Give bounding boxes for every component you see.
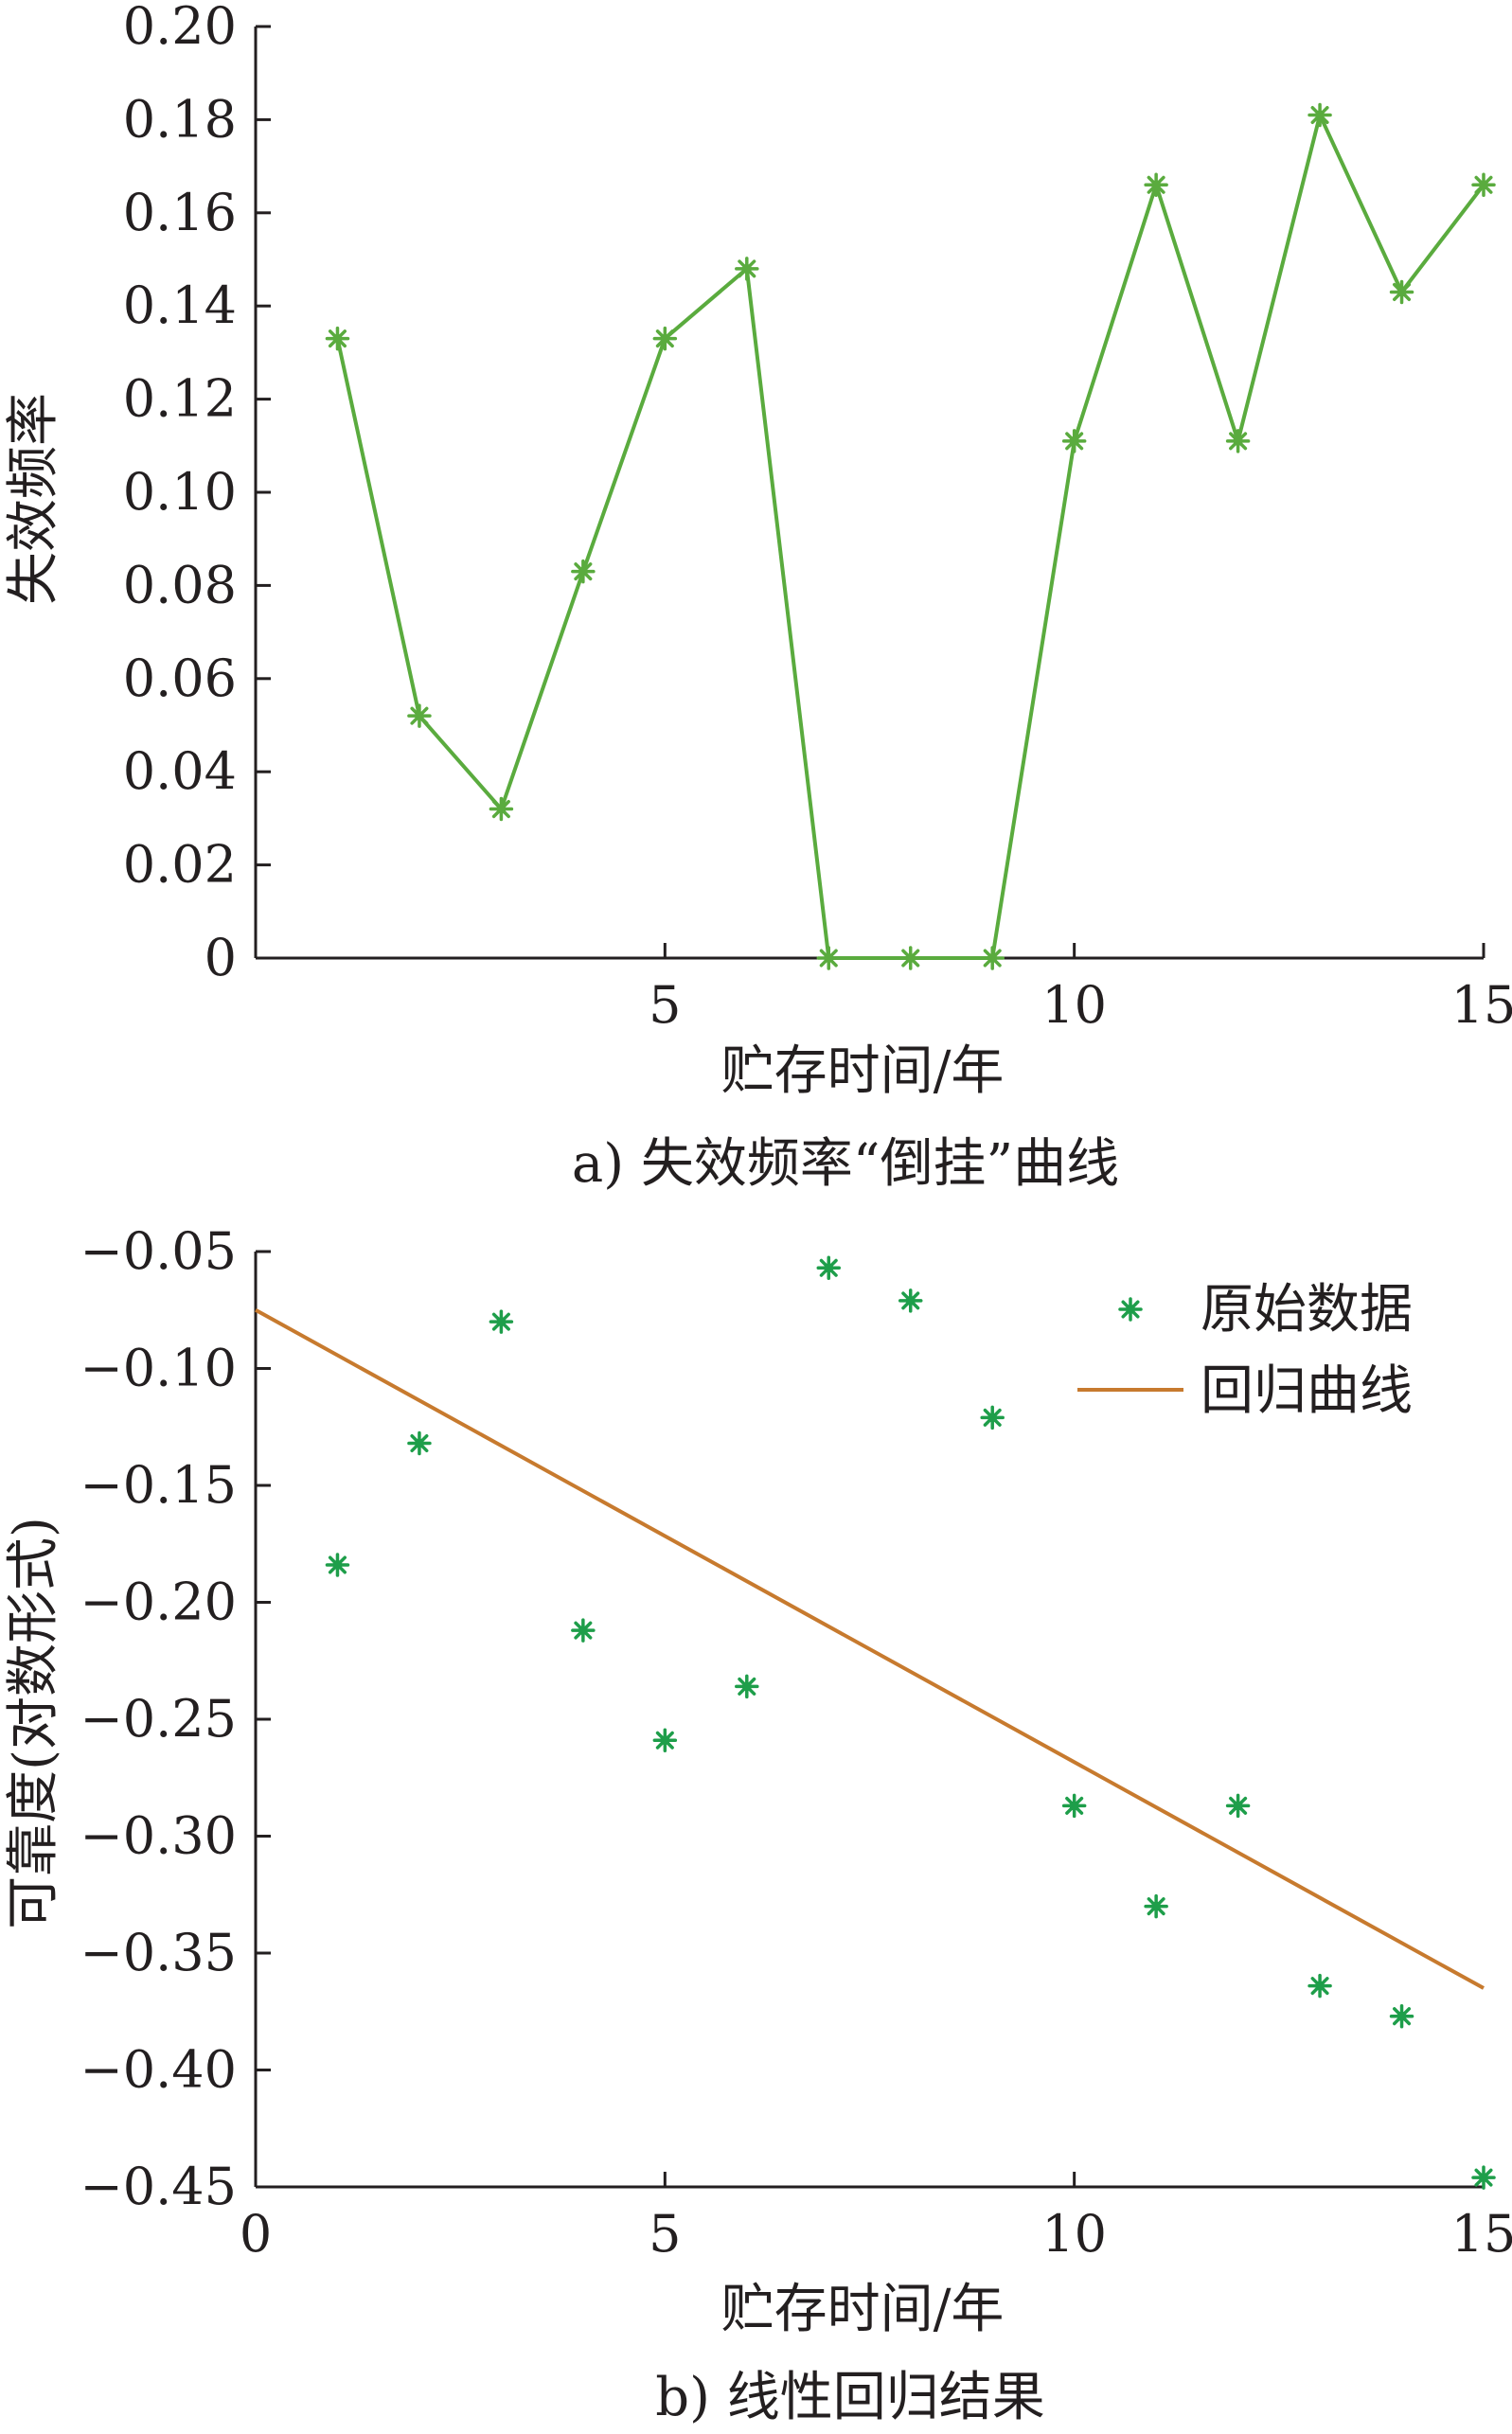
legend-label-regression: 回归曲线: [1201, 1360, 1413, 1422]
panel-b-y-tick-label: −0.05: [80, 1221, 237, 1281]
panel-a-y-tick-label: 0.06: [123, 648, 237, 708]
panel-a-caption: a) 失效频率“倒挂”曲线: [572, 1133, 1119, 1195]
panel-b-x-tick-label: 5: [649, 2204, 681, 2264]
panel-b-caption: b) 线性回归结果: [655, 2367, 1045, 2428]
panel-a-data-point: [652, 326, 678, 351]
panel-a-data-point: [1061, 429, 1087, 453]
panel-b-data-point: [1389, 2003, 1414, 2029]
panel-b-data-point: [571, 1618, 596, 1643]
panel-b-x-axis-label: 贮存时间/年: [721, 2279, 1005, 2340]
panel-b-legend: 原始数据 回归曲线: [1077, 1279, 1413, 1422]
panel-b-data-point: [980, 1405, 1005, 1430]
legend-marker-raw-data: [1118, 1297, 1143, 1322]
panel-b-data-point: [325, 1553, 350, 1577]
panel-b-data-point: [1225, 1793, 1251, 1819]
panel-b-regression-line: [255, 1307, 1485, 1990]
panel-b-x-tick-label: 15: [1451, 2204, 1512, 2264]
panel-a-data-point: [1307, 102, 1332, 128]
panel-a-data-point: [489, 796, 514, 822]
panel-b-y-axis-label: 可靠度(对数形式): [3, 1517, 64, 1929]
panel-b-y-tick-label: −0.30: [80, 1806, 237, 1866]
panel-a-y-tick-label: 0.08: [123, 555, 237, 614]
panel-b-data-point: [1471, 2165, 1496, 2190]
panel-a-series-line: [335, 109, 1485, 960]
panel-b-y-tick-label: −0.10: [80, 1339, 237, 1398]
panel-b-data-point: [1144, 1893, 1168, 1919]
panel-a-x-tick-label: 10: [1041, 975, 1107, 1035]
panel-a-x-ticks: 5 10 15: [649, 943, 1512, 1035]
panel-a-data-point: [1389, 279, 1414, 305]
panel-b-x-tick-label: 0: [240, 2204, 272, 2264]
panel-a-x-axis-label: 贮存时间/年: [721, 1040, 1005, 1102]
panel-b-data-point: [652, 1728, 678, 1752]
panel-a-y-tick-label: 0.10: [123, 462, 237, 522]
panel-b-linear-regression-chart: −0.45 −0.40 −0.35 −0.30 −0.25 −0.20 −0.15 −0.10…: [3, 1221, 1512, 2428]
panel-b-x-tick-label: 10: [1041, 2204, 1107, 2264]
panel-b-data-point: [898, 1288, 923, 1313]
panel-a-data-point: [898, 946, 923, 970]
panel-a-series-points: [325, 102, 1496, 970]
panel-b-y-tick-label: −0.45: [80, 2157, 237, 2216]
panel-a-data-point: [325, 326, 350, 351]
panel-a-axes: [254, 27, 1484, 960]
panel-a-y-tick-label: 0: [205, 928, 237, 987]
panel-a-data-point: [980, 946, 1005, 970]
panel-a-x-tick-label: 5: [649, 975, 681, 1035]
panel-a-y-tick-label: 0.02: [123, 835, 237, 895]
panel-a-y-tick-label: 0.20: [123, 0, 237, 56]
legend-label-raw-data: 原始数据: [1201, 1279, 1413, 1341]
panel-a-y-axis-label: 失效频率: [3, 393, 64, 605]
panel-b-data-points: [325, 1255, 1496, 2190]
panel-a-x-tick-label: 15: [1451, 975, 1512, 1035]
panel-a-failure-frequency-chart: 0 0.02 0.04 0.06 0.08 0.10 0.12 0.14 0.16 0.18 0.2…: [3, 0, 1512, 1195]
panel-b-y-tick-label: −0.40: [80, 2040, 237, 2100]
panel-a-data-point: [816, 946, 842, 970]
panel-b-x-ticks: 0 5 10 15: [240, 2172, 1512, 2264]
panel-b-data-point: [1061, 1793, 1087, 1819]
panel-a-data-point: [1471, 172, 1496, 198]
panel-a-y-tick-label: 0.04: [123, 741, 237, 801]
panel-a-y-tick-label: 0.18: [123, 89, 237, 149]
panel-b-data-point: [816, 1255, 842, 1281]
panel-b-data-point: [735, 1674, 759, 1699]
panel-a-y-tick-label: 0.12: [123, 369, 237, 429]
panel-a-data-point: [735, 257, 759, 281]
panel-a-data-point: [407, 703, 432, 728]
legend-marker-star: [1118, 1297, 1143, 1322]
panel-a-data-point: [1225, 429, 1251, 453]
panel-a-data-point: [571, 559, 596, 584]
panel-b-y-tick-label: −0.20: [80, 1572, 237, 1632]
panel-b-y-tick-label: −0.35: [80, 1923, 237, 1982]
panel-b-y-tick-label: −0.15: [80, 1455, 237, 1515]
panel-b-data-point: [407, 1430, 432, 1456]
panel-b-y-ticks: −0.45 −0.40 −0.35 −0.30 −0.25 −0.20 −0.15 −0.10…: [80, 1221, 271, 2216]
panel-b-data-point: [489, 1309, 514, 1334]
panel-a-y-tick-label: 0.14: [123, 275, 237, 335]
panel-a-y-ticks: 0 0.02 0.04 0.06 0.08 0.10 0.12 0.14 0.16 0.18 0.2…: [123, 0, 271, 987]
panel-a-y-tick-label: 0.16: [123, 183, 237, 242]
panel-b-y-tick-label: −0.25: [80, 1689, 237, 1749]
panel-a-data-point: [1144, 172, 1168, 198]
panel-b-data-point: [1307, 1973, 1332, 1999]
